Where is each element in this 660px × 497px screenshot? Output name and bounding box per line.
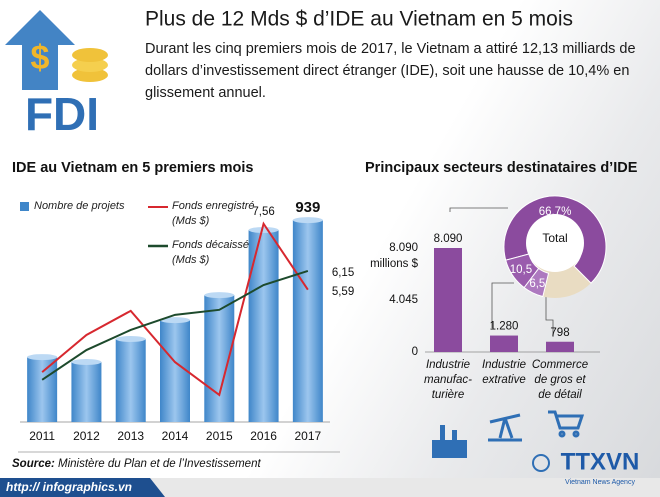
footer-band <box>0 478 165 497</box>
bar <box>71 362 102 422</box>
data-label: 1.280 <box>490 321 519 333</box>
title: Plus de 12 Mds $ d’IDE au Vietnam en 5 m… <box>145 8 573 31</box>
y-axis-label: millions $ <box>370 258 419 270</box>
data-label: 66,7% <box>539 206 572 218</box>
connector <box>545 292 554 337</box>
y-tick-label: 0 <box>412 346 418 358</box>
logo-symbol: $ <box>31 39 50 77</box>
pie-center-label: Total <box>542 231 567 245</box>
x-tick-label: 2016 <box>250 429 277 443</box>
source-label: Source: <box>12 458 55 470</box>
data-label: 6,5 <box>529 278 545 290</box>
data-label: 5,59 <box>332 286 354 298</box>
y-tick-label: 8.090 <box>389 242 418 254</box>
bar <box>160 320 190 422</box>
x-tick-label: Industrie manufac- turière <box>424 359 472 401</box>
data-label: 798 <box>550 327 569 339</box>
bar-cap <box>292 217 323 224</box>
logo-mark <box>532 454 550 472</box>
logo-coin <box>72 58 108 72</box>
footer-bar <box>0 478 660 497</box>
bar-cap <box>204 292 235 299</box>
source-text: Ministère du Plan et de l’Investissement <box>58 458 261 470</box>
x-tick-label: 2012 <box>73 429 100 443</box>
line <box>41 270 309 381</box>
subtitle: Durant les cinq premiers mois de 2017, l… <box>145 41 636 101</box>
bar <box>204 295 235 422</box>
legend-swatch <box>20 202 29 211</box>
x-tick-label: Commerce de gros et de détail <box>531 359 589 401</box>
bar <box>434 248 462 352</box>
logo-arrow <box>5 10 75 90</box>
logo-coin <box>72 48 108 62</box>
legend-label: Fonds décaissé (Mds $) <box>172 239 250 266</box>
x-tick-label: 2017 <box>295 429 322 443</box>
legend-label: Nombre de projets <box>34 200 125 212</box>
data-label: 6,15 <box>332 267 354 279</box>
x-tick-label: 2013 <box>117 429 144 443</box>
bar-cap <box>27 354 58 361</box>
y-tick-label: 4.045 <box>389 294 418 306</box>
agency: TTXVN <box>561 448 640 475</box>
data-label: 10,5 <box>510 264 532 276</box>
bar-cap <box>248 227 279 234</box>
agency-name: Vietnam News Agency <box>565 479 635 486</box>
data-label: 939 <box>295 199 320 216</box>
bar-cap <box>71 359 102 366</box>
line <box>41 221 309 397</box>
bar <box>27 357 58 422</box>
bar <box>546 341 574 352</box>
bar <box>115 339 146 422</box>
icon-oil <box>488 413 522 442</box>
chart-title: Principaux secteurs destinataires d’IDE <box>365 160 638 176</box>
connector <box>449 207 508 212</box>
logo-text: FDI <box>25 88 99 140</box>
bar-cap <box>115 336 146 343</box>
bar <box>292 220 323 422</box>
legend-label: Fonds enregistré (Mds $) <box>172 200 255 227</box>
icon-cart <box>548 410 585 438</box>
icon-factory <box>432 425 467 458</box>
x-tick-label: 2014 <box>162 429 189 443</box>
x-tick-label: 2011 <box>29 429 55 443</box>
x-tick-label: 2015 <box>206 429 233 443</box>
logo-coin <box>72 68 108 82</box>
footer-url: http:// infographics.vn <box>6 480 132 494</box>
chart-title: IDE au Vietnam en 5 premiers mois <box>12 160 254 176</box>
bar <box>490 335 518 352</box>
data-label: 7,56 <box>252 206 274 218</box>
pie-slice <box>523 267 550 298</box>
source: Source: Ministère du Plan et de l’Invest… <box>12 458 261 470</box>
x-tick-label: Industrie extrative <box>481 359 527 386</box>
data-label: 8.090 <box>434 233 463 245</box>
pie-hole <box>526 214 584 272</box>
bar-cap <box>160 317 190 324</box>
connector <box>491 282 514 328</box>
